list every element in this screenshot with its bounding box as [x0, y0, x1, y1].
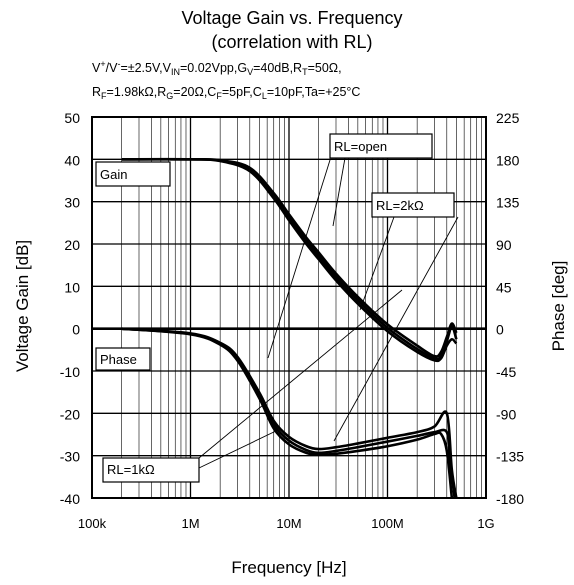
conditions-text-segment: - — [117, 59, 120, 69]
y-right-tick-label: -90 — [496, 406, 516, 422]
leader-lines — [198, 157, 459, 469]
y-right-tick-label: -135 — [496, 449, 524, 465]
conditions-text-segment: =50Ω, — [308, 61, 342, 75]
leader-2k-phase — [333, 216, 459, 442]
leader-1k-phase — [198, 429, 279, 469]
conditions-text-segment: F — [101, 91, 107, 101]
annotation-rl-1k: RL=1kΩ — [102, 457, 200, 483]
y-axis-label-right: Phase [deg] — [549, 261, 568, 352]
series-line-gain-rl-1k- — [121, 157, 458, 363]
x-tick-label: 100k — [78, 516, 107, 531]
series-line-phase-rl-1k- — [121, 327, 454, 499]
leader-2k-gain — [359, 216, 395, 311]
y-left-tick-label: -30 — [60, 449, 80, 465]
annotation-gain: Gain — [95, 161, 171, 187]
conditions-text-segment: / — [106, 61, 110, 75]
y-right-tick-label: 0 — [496, 322, 504, 338]
conditions-text-segment: V — [247, 67, 253, 77]
leader-open-phase — [267, 159, 331, 359]
annotation-rl-1k-box — [102, 457, 200, 483]
annotation-gain-box — [95, 161, 171, 187]
conditions-text-segment: + — [100, 59, 105, 69]
leader-1k-gain — [198, 289, 403, 459]
tick-layer: 100k 1M 10M 100M 1G 50 40 30 20 10 0 -10 -20 -30 -40 22… — [60, 110, 524, 531]
conditions-text-segment: =0.02Vpp,G — [180, 61, 247, 75]
annotation-rl-1k-label: RL=1kΩ — [107, 462, 155, 477]
annotation-rl-2k: RL=2kΩ — [371, 192, 455, 218]
y-right-tick-label: -45 — [496, 364, 516, 380]
x-axis-label: Frequency [Hz] — [231, 558, 346, 577]
y-right-tick-label: 90 — [496, 237, 512, 253]
x-tick-label: 10M — [276, 516, 301, 531]
conditions-text-segment: F — [216, 91, 222, 101]
y-left-tick-label: -10 — [60, 364, 80, 380]
y-left-tick-label: 30 — [64, 195, 80, 211]
conditions-text-segment: V — [109, 61, 118, 75]
y-right-tick-label: 45 — [496, 279, 512, 295]
chart-title: Voltage Gain vs. Frequency — [181, 8, 402, 28]
curve-layer — [121, 157, 458, 499]
annotation-phase-label: Phase — [100, 352, 137, 367]
conditions-line-1: V+/V-=±2.5V,VIN=0.02Vpp,GV=40dB,RT=50Ω, — [92, 59, 342, 77]
y-left-tick-label: 0 — [72, 322, 80, 338]
y-right-tick-label: 225 — [496, 110, 520, 126]
conditions-text-segment: =5pF,C — [222, 85, 262, 99]
annotation-rl-2k-box — [371, 192, 455, 218]
y-right-tick-label: -180 — [496, 491, 524, 507]
annotation-phase-box — [95, 347, 151, 371]
conditions-text-segment: R — [92, 85, 101, 99]
y-left-tick-label: 50 — [64, 110, 80, 126]
y-left-tick-label: -40 — [60, 491, 80, 507]
conditions-text-segment: G — [166, 91, 173, 101]
conditions-text-segment: V — [92, 61, 101, 75]
y-axis-label-left: Voltage Gain [dB] — [13, 240, 32, 372]
annotation-rl-open-box — [329, 133, 433, 159]
conditions-text-segment: IN — [171, 67, 180, 77]
y-right-tick-label: 135 — [496, 195, 520, 211]
conditions-text-segment: =1.98kΩ,R — [107, 85, 167, 99]
plot-frame — [91, 116, 487, 499]
y-left-tick-label: 10 — [64, 279, 80, 295]
grid-layer — [91, 116, 487, 499]
x-tick-label: 1G — [477, 516, 494, 531]
conditions-text-segment: =40dB,R — [253, 61, 302, 75]
conditions-text-segment: =20Ω,C — [173, 85, 216, 99]
chart-subtitle: (correlation with RL) — [211, 32, 372, 52]
y-left-tick-label: 20 — [64, 237, 80, 253]
y-left-tick-label: 40 — [64, 152, 80, 168]
series-line-gain-rl-open — [121, 157, 458, 358]
conditions-text-segment: T — [302, 67, 308, 77]
annotation-gain-label: Gain — [100, 167, 127, 182]
annotation-rl-open: RL=open — [329, 133, 433, 159]
y-left-tick-label: -20 — [60, 406, 80, 422]
conditions-text-segment: =10pF,Ta=+25°C — [267, 85, 361, 99]
y-right-tick-label: 180 — [496, 152, 520, 168]
x-tick-label: 1M — [181, 516, 199, 531]
conditions-text-segment: =±2.5V,V — [120, 61, 171, 75]
annotation-rl-2k-label: RL=2kΩ — [376, 198, 424, 213]
annotation-phase: Phase — [95, 347, 151, 371]
x-tick-label: 100M — [371, 516, 404, 531]
annotation-rl-open-label: RL=open — [334, 139, 387, 154]
leader-open-gain — [332, 157, 346, 227]
conditions-line-2: RF=1.98kΩ,RG=20Ω,CF=5pF,CL=10pF,Ta=+25°C — [92, 85, 360, 101]
conditions-text-segment: L — [262, 91, 267, 101]
